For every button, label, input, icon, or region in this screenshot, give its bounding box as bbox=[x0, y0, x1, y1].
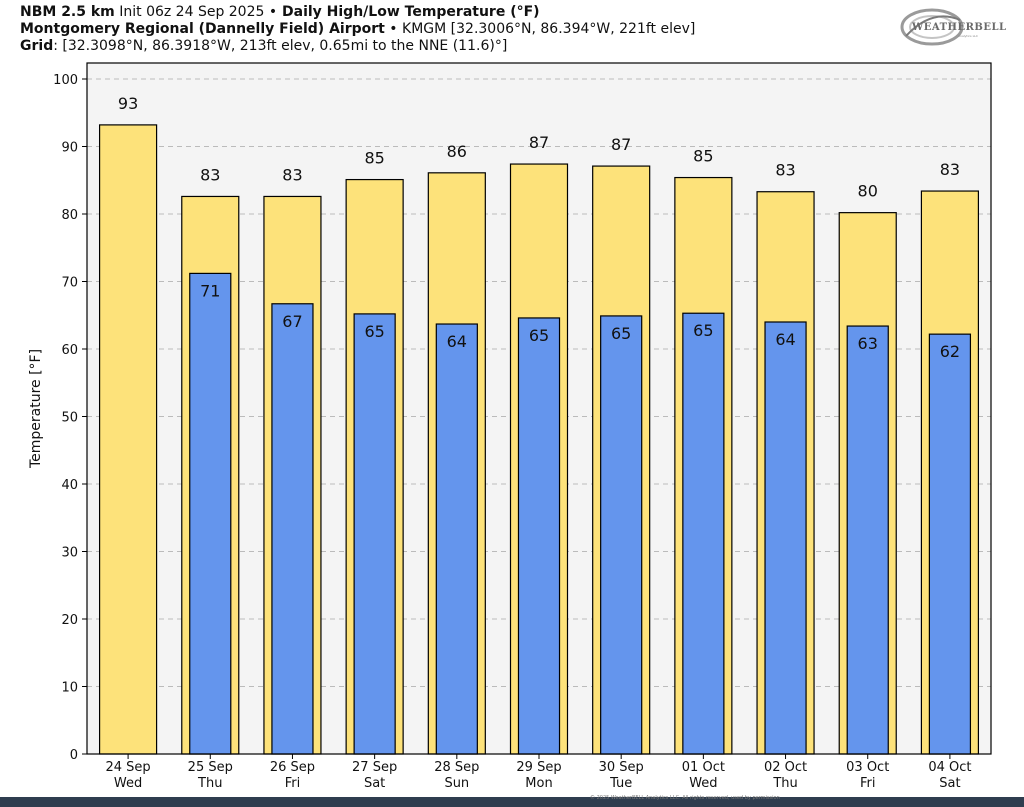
logo-text: WEATHERBELL bbox=[912, 22, 1007, 33]
y-tick-label: 70 bbox=[61, 276, 78, 291]
low-value-label: 63 bbox=[858, 334, 878, 353]
high-value-label: 87 bbox=[529, 133, 549, 152]
logo-swirl-icon bbox=[900, 8, 964, 46]
y-tick-label: 50 bbox=[61, 411, 78, 426]
footer-bar bbox=[0, 797, 1024, 807]
high-value-label: 83 bbox=[775, 161, 795, 180]
x-tick-date: 26 Sep bbox=[270, 760, 315, 775]
y-tick-label: 40 bbox=[61, 478, 78, 493]
header-line-2: Montgomery Regional (Dannelly Field) Air… bbox=[20, 21, 900, 38]
x-tick-date: 29 Sep bbox=[516, 760, 561, 775]
x-tick-day: Sat bbox=[364, 776, 385, 791]
chart-header: NBM 2.5 km Init 06z 24 Sep 2025 • Daily … bbox=[20, 4, 900, 55]
grid-label: Grid bbox=[20, 38, 54, 54]
y-tick-label: 80 bbox=[61, 208, 78, 223]
logo-subtext: Analytics LLC bbox=[958, 34, 979, 38]
high-bar bbox=[98, 124, 158, 755]
copyright-text: © 2025 WeatherBELL Analytics LLC. All ri… bbox=[590, 795, 780, 801]
plot-border bbox=[86, 62, 992, 755]
high-value-label: 83 bbox=[200, 165, 220, 184]
low-bar bbox=[189, 272, 232, 755]
x-tick-date: 04 Oct bbox=[928, 760, 971, 775]
bullet-separator: • bbox=[384, 21, 403, 37]
x-tick-day: Sun bbox=[444, 776, 469, 791]
x-tick-day: Thu bbox=[197, 776, 222, 791]
x-tick-day: Mon bbox=[525, 776, 552, 791]
low-bar bbox=[517, 317, 561, 755]
low-bar bbox=[600, 315, 643, 755]
x-tick-date: 30 Sep bbox=[599, 760, 644, 775]
x-tick-date: 02 Oct bbox=[764, 760, 807, 775]
header-line-3: Grid: [32.3098°N, 86.3918°W, 213ft elev,… bbox=[20, 38, 900, 55]
x-tick-date: 25 Sep bbox=[188, 760, 233, 775]
high-value-label: 87 bbox=[611, 135, 631, 154]
low-bar bbox=[682, 312, 725, 755]
low-bar bbox=[764, 321, 807, 755]
grid-info: : [32.3098°N, 86.3918°W, 213ft elev, 0.6… bbox=[53, 38, 508, 54]
x-tick-day: Wed bbox=[689, 776, 717, 791]
high-value-label: 83 bbox=[282, 165, 302, 184]
product-title: Daily High/Low Temperature (°F) bbox=[277, 4, 540, 20]
y-axis-label: Temperature [°F] bbox=[28, 349, 44, 469]
x-tick-date: 01 Oct bbox=[682, 760, 725, 775]
low-bar bbox=[353, 313, 396, 755]
y-tick-label: 0 bbox=[70, 748, 78, 763]
y-tick-label: 100 bbox=[53, 73, 78, 88]
low-value-label: 65 bbox=[693, 321, 713, 340]
init-time: Init 06z 24 Sep 2025 bbox=[114, 4, 269, 20]
x-tick-day: Fri bbox=[285, 776, 301, 791]
high-value-label: 86 bbox=[447, 142, 467, 161]
x-tick-date: 24 Sep bbox=[105, 760, 150, 775]
low-value-label: 64 bbox=[447, 332, 467, 351]
y-tick-label: 60 bbox=[61, 343, 78, 358]
y-tick-label: 10 bbox=[61, 681, 78, 696]
header-line-1: NBM 2.5 km Init 06z 24 Sep 2025 • Daily … bbox=[20, 4, 900, 21]
x-tick-day: Fri bbox=[860, 776, 876, 791]
low-value-label: 71 bbox=[200, 281, 220, 300]
low-bar bbox=[928, 333, 972, 755]
low-value-label: 65 bbox=[611, 324, 631, 343]
y-tick-label: 30 bbox=[61, 546, 78, 561]
bullet-separator: • bbox=[268, 4, 278, 20]
x-tick-date: 28 Sep bbox=[434, 760, 479, 775]
low-bar bbox=[271, 303, 314, 755]
station-name: Montgomery Regional (Dannelly Field) Air… bbox=[20, 21, 385, 37]
low-value-label: 65 bbox=[364, 322, 384, 341]
high-value-label: 85 bbox=[364, 149, 384, 168]
model-name: NBM 2.5 km bbox=[20, 4, 115, 20]
x-tick-date: 03 Oct bbox=[846, 760, 889, 775]
low-bar bbox=[435, 323, 478, 755]
station-info: KMGM [32.3006°N, 86.394°W, 221ft elev] bbox=[402, 21, 696, 37]
high-value-label: 85 bbox=[693, 147, 713, 166]
x-tick-day: Tue bbox=[609, 776, 632, 791]
high-value-label: 80 bbox=[858, 182, 878, 201]
x-tick-day: Wed bbox=[114, 776, 142, 791]
low-value-label: 62 bbox=[940, 342, 960, 361]
high-value-label: 93 bbox=[118, 94, 138, 113]
low-value-label: 65 bbox=[529, 326, 549, 345]
low-bar bbox=[846, 325, 889, 755]
low-value-label: 67 bbox=[282, 312, 302, 331]
high-value-label: 83 bbox=[940, 160, 960, 179]
x-tick-day: Sat bbox=[939, 776, 960, 791]
weatherbell-logo: WEATHERBELL Analytics LLC bbox=[898, 6, 1006, 50]
y-tick-label: 20 bbox=[61, 613, 78, 628]
x-tick-date: 27 Sep bbox=[352, 760, 397, 775]
x-tick-day: Thu bbox=[772, 776, 797, 791]
low-value-label: 64 bbox=[775, 330, 795, 349]
y-tick-label: 90 bbox=[61, 141, 78, 156]
